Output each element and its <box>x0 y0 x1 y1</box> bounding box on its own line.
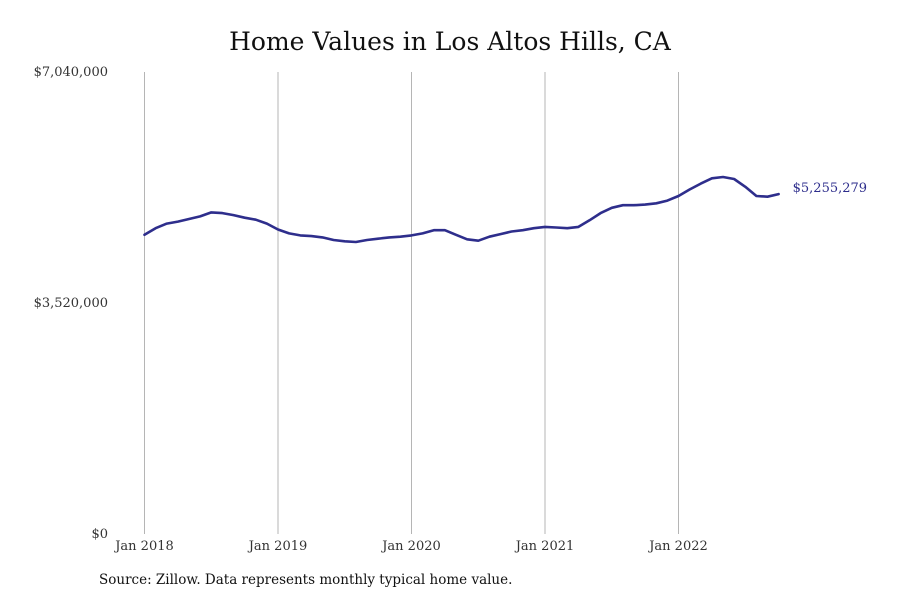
chart-title: Home Values in Los Altos Hills, CA <box>229 27 671 56</box>
x-axis-ticks: Jan 2018 Jan 2019 Jan 2020 Jan 2021 Jan 2022 <box>113 539 708 554</box>
x-tick-label: Jan 2019 <box>247 539 308 554</box>
source-note: Source: Zillow. Data represents monthly … <box>99 572 513 588</box>
series-line <box>143 175 780 244</box>
x-tick-label: Jan 2022 <box>647 539 708 554</box>
x-tick-label: Jan 2018 <box>113 539 174 554</box>
y-tick-label: $3,520,000 <box>34 296 108 311</box>
y-tick-label: $0 <box>91 527 108 542</box>
x-tick-label: Jan 2021 <box>514 539 575 554</box>
series-end-labels: $5,255,279 <box>793 181 867 196</box>
series-lines <box>143 175 780 244</box>
gridlines <box>144 72 679 534</box>
y-tick-label: $7,040,000 <box>34 65 108 80</box>
y-axis-ticks: $0 $3,520,000 $7,040,000 <box>34 65 108 542</box>
x-tick-label: Jan 2020 <box>380 539 441 554</box>
series-end-label: $5,255,279 <box>793 181 867 196</box>
